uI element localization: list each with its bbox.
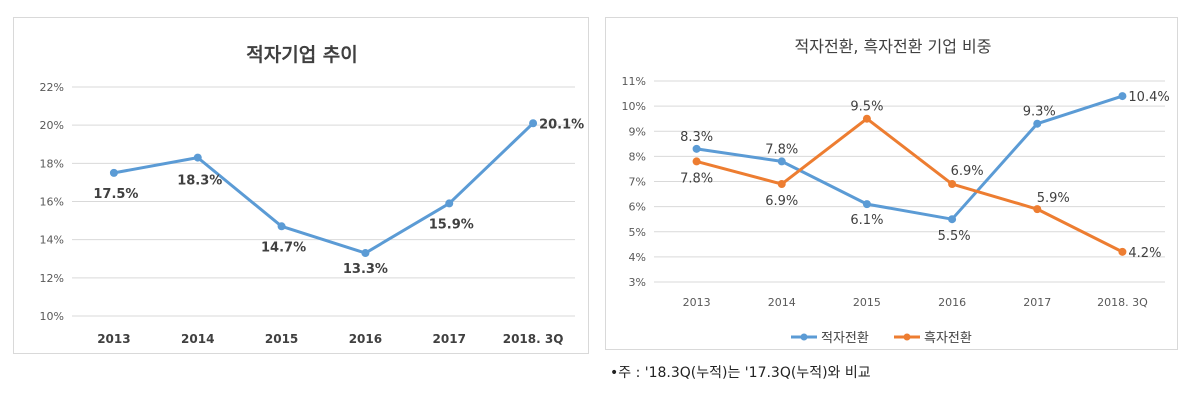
data-label: 7.8%	[765, 142, 798, 157]
x-tick-label: 2015	[853, 296, 881, 309]
x-tick-label: 2016	[349, 332, 382, 346]
y-tick-label: 11%	[622, 75, 646, 88]
data-label: 10.4%	[1128, 90, 1169, 105]
data-label: 6.1%	[850, 213, 883, 228]
data-point	[109, 168, 118, 177]
data-point	[193, 153, 202, 162]
y-tick-label: 12%	[40, 272, 64, 285]
data-label: 9.3%	[1023, 105, 1056, 120]
x-tick-label: 2018. 3Q	[1097, 296, 1148, 309]
y-tick-label: 10%	[40, 310, 64, 323]
data-point	[1118, 247, 1127, 256]
data-point	[777, 180, 786, 189]
data-label: 13.3%	[343, 262, 388, 277]
data-point	[1033, 205, 1042, 214]
y-tick-label: 9%	[629, 125, 646, 138]
y-tick-label: 10%	[622, 100, 646, 113]
data-label: 5.9%	[1037, 191, 1070, 206]
data-label: 7.8%	[680, 171, 713, 186]
data-point	[361, 249, 370, 258]
data-label: 8.3%	[680, 130, 713, 145]
data-point	[777, 157, 786, 166]
data-label: 9.5%	[850, 100, 883, 115]
series-line	[696, 117, 1124, 254]
data-point	[1118, 92, 1127, 101]
x-tick-label: 2016	[938, 296, 966, 309]
footnote: •주 : '18.3Q(누적)는 '17.3Q(누적)와 비교	[610, 365, 871, 381]
legend-label-deficit: 적자전환	[821, 331, 869, 346]
data-point	[692, 144, 701, 153]
data-point	[948, 215, 957, 224]
x-tick-label: 2014	[181, 332, 214, 346]
data-point	[862, 114, 871, 123]
y-tick-label: 4%	[629, 251, 646, 264]
chart-title: 적자전환, 흑자전환 기업 비중	[795, 37, 992, 56]
legend: 적자전환 흑자전환	[791, 331, 972, 346]
chart-title: 적자기업 추이	[246, 44, 358, 66]
x-tick-label: 2013	[97, 332, 130, 346]
data-label: 6.9%	[765, 194, 798, 209]
y-tick-label: 20%	[40, 119, 64, 132]
data-label: 20.1%	[539, 117, 584, 132]
y-tick-label: 5%	[629, 226, 646, 239]
data-point	[948, 180, 957, 189]
data-label: 18.3%	[177, 174, 222, 189]
deficit-companies-chart: 적자기업 추이 10% 12% 14% 16% 18% 20% 22% 2013 2014 20…	[40, 44, 585, 346]
left-chart-panel: 적자기업 추이 10% 12% 14% 16% 18% 20% 22% 2013 2014 20…	[13, 17, 589, 354]
data-label: 5.5%	[938, 229, 971, 244]
turnaround-share-chart: 적자전환, 흑자전환 기업 비중 3% 4% 5% 6% 7% 8% 9% 10% 11% 20…	[622, 37, 1170, 346]
right-chart-panel: 적자전환, 흑자전환 기업 비중 3% 4% 5% 6% 7% 8% 9% 10% 11% 20…	[605, 17, 1178, 350]
legend-marker-surplus	[903, 333, 911, 341]
y-tick-label: 8%	[629, 150, 646, 163]
x-tick-label: 2014	[768, 296, 796, 309]
x-tick-label: 2017	[433, 332, 466, 346]
x-tick-label: 2018. 3Q	[503, 332, 564, 346]
legend-marker-deficit	[800, 333, 808, 341]
y-tick-label: 16%	[40, 196, 64, 209]
data-point	[1033, 119, 1042, 128]
data-label: 6.9%	[951, 164, 984, 179]
y-tick-label: 18%	[40, 157, 64, 170]
y-tick-label: 14%	[40, 234, 64, 247]
data-label: 4.2%	[1128, 246, 1161, 261]
x-tick-label: 2013	[683, 296, 711, 309]
data-point	[529, 119, 538, 128]
data-label: 17.5%	[93, 187, 138, 202]
x-tick-label: 2015	[265, 332, 298, 346]
data-point	[277, 222, 286, 231]
data-point	[445, 199, 454, 208]
data-point	[862, 200, 871, 209]
series-line	[113, 122, 535, 255]
data-point	[692, 157, 701, 166]
y-tick-label: 7%	[629, 176, 646, 189]
series-line	[696, 94, 1123, 221]
x-tick-label: 2017	[1023, 296, 1051, 309]
data-label: 15.9%	[429, 217, 474, 232]
y-tick-label: 6%	[629, 201, 646, 214]
data-label: 14.7%	[261, 240, 306, 255]
legend-label-surplus: 흑자전환	[924, 331, 972, 346]
y-tick-label: 3%	[629, 276, 646, 289]
y-tick-label: 22%	[40, 81, 64, 94]
